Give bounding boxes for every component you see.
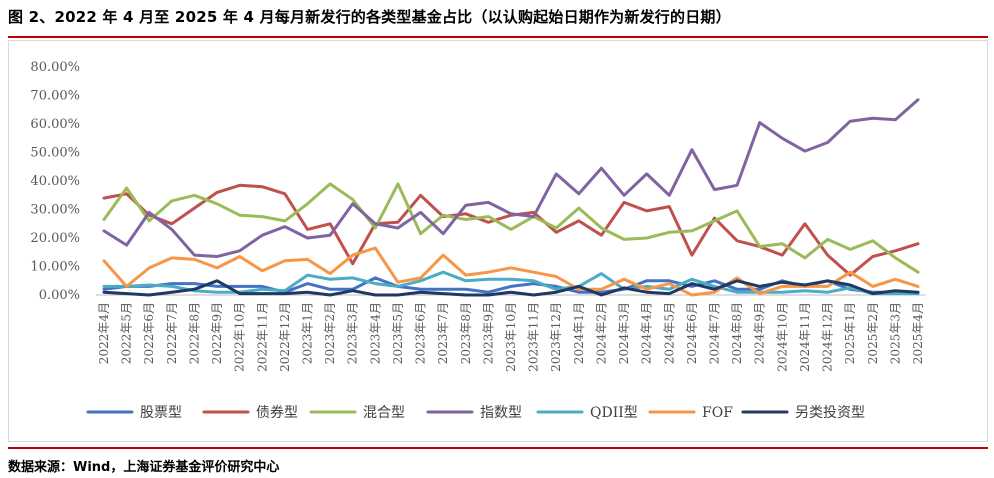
y-tick-label: 50.00% [30, 146, 80, 161]
x-tick-label: 2022年4月 [97, 302, 111, 364]
top-rule [8, 36, 988, 38]
x-tick-label: 2022年12月 [278, 302, 292, 372]
x-tick-label: 2025年4月 [911, 302, 925, 364]
x-tick-label: 2024年9月 [753, 302, 767, 364]
y-tick-label: 0.00% [39, 288, 80, 303]
legend-label: 股票型 [140, 405, 182, 421]
line-chart: 0.00% 10.00% 20.00% 30.00% 40.00% 50.00% 60.00… [8, 40, 988, 442]
plot-border [8, 40, 988, 442]
x-tick-label: 2023年6月 [414, 302, 428, 364]
series-line-7 [102, 279, 920, 297]
chart-title: 图 2、2022 年 4 月至 2025 年 4 月每月新发行的各类型基金占比（… [8, 8, 731, 26]
x-tick-label: 2023年5月 [391, 302, 405, 364]
legend-label: QDII型 [590, 405, 638, 421]
legend-label: FOF [702, 405, 733, 421]
x-tick-label: 2024年12月 [821, 302, 835, 372]
x-tick-label: 2022年6月 [142, 302, 156, 364]
source-note: 数据来源：Wind，上海证券基金评价研究中心 [8, 460, 280, 475]
legend-label: 另类投资型 [795, 405, 865, 421]
x-axis-ticks: 2022年4月 2022年5月 2022年6月 2022年7月 2022年8月 2022年… [97, 302, 925, 372]
legend: 股票型 债券型 混合型 指数型 QDII型 FOF 另类投资型 [86, 405, 865, 421]
x-tick-label: 2024年7月 [708, 302, 722, 364]
x-tick-label: 2022年11月 [255, 302, 269, 372]
x-tick-label: 2024年6月 [685, 302, 699, 364]
x-tick-label: 2024年4月 [640, 302, 654, 364]
x-tick-label: 2024年2月 [594, 302, 608, 364]
x-tick-label: 2024年8月 [730, 302, 744, 364]
y-tick-label: 20.00% [30, 231, 80, 246]
y-tick-label: 10.00% [30, 260, 80, 275]
x-tick-label: 2023年8月 [459, 302, 473, 364]
x-tick-label: 2024年5月 [662, 302, 676, 364]
series-line-6 [102, 246, 920, 297]
bottom-rule [8, 447, 988, 449]
x-tick-label: 2023年2月 [323, 302, 337, 364]
x-tick-label: 2022年8月 [187, 302, 201, 364]
x-tick-label: 2022年7月 [165, 302, 179, 364]
x-tick-label: 2025年2月 [866, 302, 880, 364]
x-tick-label: 2024年11月 [798, 302, 812, 372]
chart-frame: 0.00% 10.00% 20.00% 30.00% 40.00% 50.00% 60.00… [8, 40, 988, 442]
x-tick-label: 2023年7月 [436, 302, 450, 364]
x-tick-label: 2023年10月 [504, 302, 518, 372]
y-axis-ticks: 0.00% 10.00% 20.00% 30.00% 40.00% 50.00% 60.00… [30, 60, 80, 303]
x-tick-label: 2023年9月 [481, 302, 495, 364]
legend-label: 混合型 [363, 405, 405, 421]
series-line-4 [102, 98, 920, 258]
x-tick-label: 2024年1月 [572, 302, 586, 364]
y-tick-label: 30.00% [30, 203, 80, 218]
legend-label: 债券型 [256, 405, 298, 421]
series-line-3 [102, 182, 920, 274]
x-tick-label: 2023年1月 [301, 302, 315, 364]
x-tick-label: 2024年10月 [775, 302, 789, 372]
x-tick-label: 2025年1月 [843, 302, 857, 364]
x-tick-label: 2022年5月 [120, 302, 134, 364]
x-tick-label: 2023年11月 [527, 302, 541, 372]
x-tick-label: 2023年12月 [549, 302, 563, 372]
y-tick-label: 40.00% [30, 174, 80, 189]
x-tick-label: 2022年9月 [210, 302, 224, 364]
x-tick-label: 2024年3月 [617, 302, 631, 364]
y-tick-label: 70.00% [30, 89, 80, 104]
y-tick-label: 80.00% [30, 60, 80, 75]
legend-label: 指数型 [480, 405, 522, 421]
series-layer [102, 98, 920, 297]
x-tick-label: 2023年4月 [368, 302, 382, 364]
x-tick-label: 2025年3月 [888, 302, 902, 364]
x-tick-label: 2022年10月 [233, 302, 247, 372]
x-tick-label: 2023年3月 [346, 302, 360, 364]
y-tick-label: 60.00% [30, 117, 80, 132]
